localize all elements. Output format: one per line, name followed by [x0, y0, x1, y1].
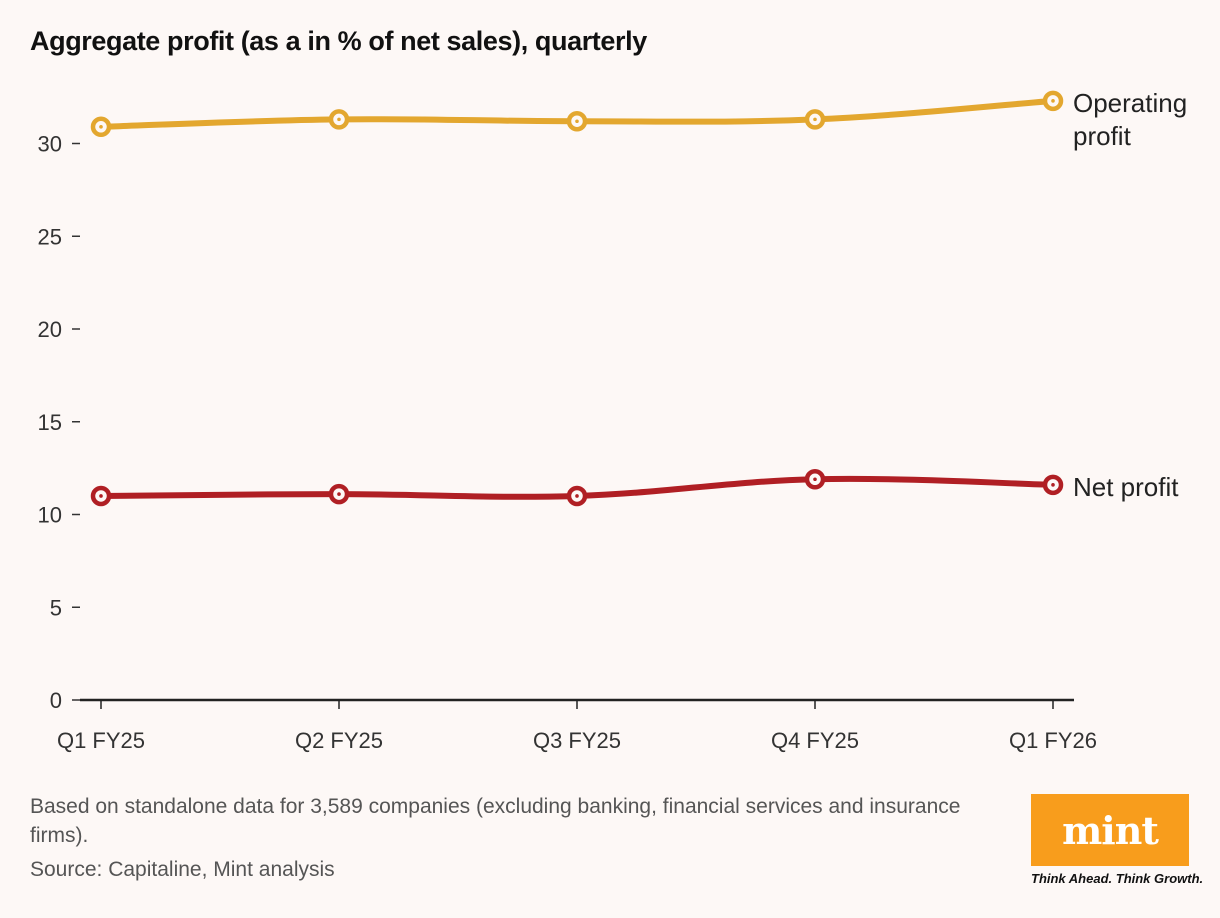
net-profit-point-dot [337, 492, 341, 496]
y-tick-label: 30 [38, 132, 62, 157]
chart-title: Aggregate profit (as a in % of net sales… [30, 26, 647, 56]
x-tick-label: Q1 FY25 [57, 728, 145, 753]
net-profit-point-dot [1051, 483, 1055, 487]
operating-profit-point-dot [99, 125, 103, 129]
x-tick-label: Q4 FY25 [771, 728, 859, 753]
y-tick-label: 25 [38, 224, 62, 249]
net-profit-point-dot [575, 494, 579, 498]
y-tick-label: 10 [38, 503, 62, 528]
operating-profit-point-dot [813, 117, 817, 122]
operating-profit-label: profit [1073, 121, 1132, 151]
mint-logo: mint [1031, 794, 1189, 866]
operating-profit-point-dot [575, 119, 579, 124]
logo-wordmark: mint [1062, 807, 1159, 853]
y-tick-label: 20 [38, 317, 62, 342]
y-tick-label: 15 [38, 410, 62, 435]
footnote: Based on standalone data for 3,589 compa… [30, 795, 961, 847]
net-profit-point-dot [813, 477, 817, 482]
logo-tagline: Think Ahead. Think Growth. [1031, 871, 1204, 886]
operating-profit-point-dot [1051, 99, 1055, 103]
x-tick-label: Q3 FY25 [533, 728, 621, 753]
y-tick-label: 0 [50, 688, 62, 713]
x-tick-label: Q2 FY25 [295, 728, 383, 753]
net-profit-point-dot [99, 494, 103, 498]
net-profit-label: Net profit [1073, 472, 1179, 502]
y-tick-label: 5 [50, 595, 62, 620]
x-tick-label: Q1 FY26 [1009, 728, 1097, 753]
operating-profit-point-dot [337, 117, 341, 122]
x-axis: Q1 FY25 Q2 FY25 Q3 FY25 Q4 FY25 Q1 FY26 [57, 698, 1097, 753]
operating-profit-label: Operating [1073, 88, 1187, 118]
y-axis: 0 5 10 15 20 25 30 [38, 132, 80, 713]
line-chart: 0 5 10 15 20 25 30 Q1 FY25 Q2 FY25 Q3 FY25 Q4 FY2… [38, 88, 1188, 753]
source-text: Source: Capitaline, Mint analysis [30, 858, 335, 881]
